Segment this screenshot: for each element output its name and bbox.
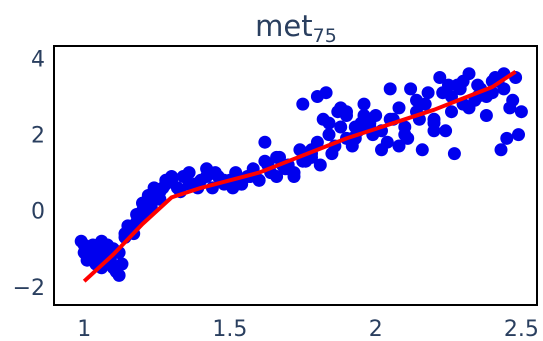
data-point [380,135,394,149]
data-point [182,166,196,180]
data-point [325,147,339,161]
data-point [322,128,336,142]
data-point [427,124,441,138]
data-point [319,86,333,100]
y-tick-label: −2 [13,276,45,301]
data-point [334,120,348,134]
data-point [130,208,144,221]
data-point [447,147,461,161]
data-point [442,78,455,92]
data-point [471,78,485,92]
data-point [479,109,493,122]
x-tick-label: 2.5 [504,317,539,341]
data-point [383,82,397,96]
data-point [270,170,284,183]
data-point [392,139,406,153]
data-point [415,143,429,157]
data-point [208,166,222,180]
x-tick-label: 1.5 [212,317,247,341]
data-point [77,238,91,252]
data-point [369,109,383,122]
data-point [273,150,286,164]
chart-title-subscript: 75 [313,25,337,47]
data-point [147,181,161,195]
data-point [433,71,447,84]
data-point [322,116,336,130]
data-point [95,234,109,248]
data-point [106,261,120,275]
data-point [165,170,179,183]
data-point [235,177,249,191]
data-point [497,82,511,96]
data-point [445,105,458,119]
chart-title-main: met [255,9,312,43]
data-point [418,97,432,111]
data-point [252,173,266,187]
data-point [500,131,514,145]
data-point [357,97,371,111]
x-tick-label: 2 [369,317,383,341]
data-point [404,82,418,96]
data-point [334,101,348,115]
data-point [293,143,307,157]
y-tick-label: 4 [31,47,45,72]
data-point [514,105,528,119]
data-point [506,93,520,107]
data-point [345,139,359,153]
data-point [512,128,525,142]
data-point [313,158,327,172]
data-point [296,97,310,111]
data-point [421,86,435,100]
x-tick-label: 1 [77,317,91,341]
data-point [462,101,476,115]
fit-line [82,70,517,283]
data-point [456,74,470,88]
data-point [398,128,412,142]
y-tick-label: 2 [31,124,45,149]
y-tick-label: 0 [31,200,45,225]
data-point [494,143,508,157]
data-point [439,124,453,138]
data-point [392,101,406,115]
chart-title: met75 [255,9,337,47]
data-point [258,135,272,149]
plot-frame [53,45,538,306]
